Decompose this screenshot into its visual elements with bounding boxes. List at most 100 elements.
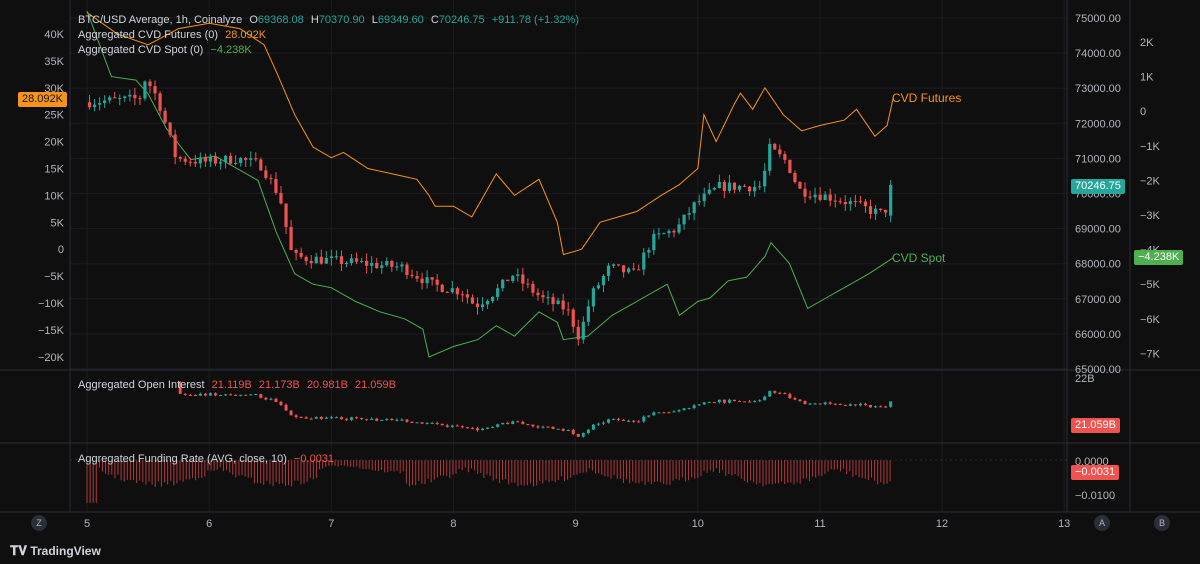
price-candle (884, 209, 888, 213)
low-value: 69349.60 (377, 14, 424, 26)
oi-candle (722, 399, 726, 403)
oi-candle (581, 433, 585, 437)
funding-legend[interactable]: Aggregated Funding Rate (AVG, close, 10)… (78, 453, 338, 465)
price-candle (163, 110, 167, 123)
price-candle (395, 266, 399, 268)
zoom-reset-button[interactable]: Z (31, 515, 47, 531)
price-candle (652, 233, 656, 251)
oi-candle (344, 419, 348, 421)
oi-candle (541, 426, 545, 428)
oi-legend[interactable]: Aggregated Open Interest 21.119B 21.173B… (78, 379, 400, 391)
cvd-futures-axis-tick: −5K (44, 271, 65, 283)
oi-candle (843, 404, 847, 406)
oi-candle (299, 417, 303, 419)
oi-candle (536, 426, 540, 428)
price-candle (284, 203, 288, 227)
oi-candle (521, 421, 525, 424)
price-candle (410, 275, 414, 277)
funding-axis-tick: −0.0100 (1075, 490, 1115, 502)
cvd-futures-axis-tick: 30K (44, 83, 64, 95)
oi-candle (178, 382, 182, 394)
price-candle (193, 161, 197, 164)
tradingview-brand[interactable]: 𝐓𝐕 TradingView (10, 543, 101, 559)
oi-candle (329, 417, 333, 419)
price-candle (813, 194, 817, 198)
oi-candle (612, 418, 616, 420)
price-candle (788, 159, 792, 173)
price-candle (878, 208, 883, 210)
funding-rate-pane (70, 459, 1067, 503)
oi-candle (768, 391, 772, 397)
oi-candle (224, 394, 228, 396)
price-candle (576, 326, 580, 340)
oi-candle (712, 402, 716, 404)
oi-candle (889, 401, 893, 407)
price-axis-tick: 67000.00 (1075, 294, 1121, 306)
oi-candle (355, 417, 359, 419)
price-candle (692, 202, 696, 214)
oi-candle (647, 415, 651, 417)
cvd-futures-axis-tick: 15K (44, 164, 64, 176)
price-candle (571, 309, 575, 327)
price-candle (244, 158, 248, 160)
cvd-spot-axis-tick: −7K (1140, 348, 1161, 360)
oi-candle (697, 404, 701, 406)
cvd-futures-axis-tick: 25K (44, 110, 64, 122)
price-candle (475, 303, 480, 308)
oi-candle (632, 420, 636, 422)
price-candle (737, 185, 742, 190)
cvd-spot-legend-name: Aggregated CVD Spot (0) (78, 44, 204, 56)
oi-candle (879, 406, 883, 408)
cvd-spot-legend[interactable]: Aggregated CVD Spot (0) −4.238K (78, 44, 256, 56)
price-legend[interactable]: BTC/USD Average, 1h, Coinalyze O69368.08… (78, 14, 583, 26)
cvd-futures-line (86, 12, 894, 256)
cvd-spot-axis-tick: 1K (1140, 72, 1154, 84)
price-candle (768, 143, 772, 171)
price-candle (667, 230, 671, 234)
oi-candle (430, 422, 434, 424)
cvd-spot-line (86, 10, 894, 358)
oi-value-2: 21.173B (258, 379, 300, 391)
oi-candle (808, 403, 812, 405)
oi-candle (788, 394, 792, 399)
funding-legend-name: Aggregated Funding Rate (AVG, close, 10) (78, 453, 287, 465)
cvd-futures-axis-tick: 5K (51, 217, 65, 229)
price-candle (521, 274, 525, 284)
oi-candle (481, 428, 485, 431)
price-candle (108, 97, 112, 101)
oi-candle (662, 412, 666, 414)
oi-candle (501, 422, 505, 425)
price-candle (773, 143, 777, 150)
price-candle (753, 186, 757, 192)
oi-candle (717, 399, 721, 403)
price-candle (586, 306, 590, 322)
oi-candle (869, 404, 873, 408)
oi-candle (213, 393, 217, 396)
price-candle (536, 292, 540, 296)
price-candle (889, 184, 893, 216)
close-label: C (430, 14, 439, 26)
price-candle (259, 159, 263, 171)
oi-candle (591, 424, 595, 430)
high-label: H (310, 14, 319, 26)
price-candle (400, 264, 404, 267)
price-candle (526, 283, 530, 285)
tradingview-brand-text: TradingView (30, 544, 101, 558)
auto-scale-button[interactable]: A (1094, 515, 1110, 531)
price-candle (360, 260, 364, 262)
oi-candle (858, 403, 862, 406)
secondary-scale-button[interactable]: B (1154, 515, 1170, 531)
cvd-futures-axis-tick: −15K (38, 325, 65, 337)
cvd-futures-axis-tick: 10K (44, 190, 64, 202)
price-candle (662, 233, 666, 235)
cvd-futures-legend[interactable]: Aggregated CVD Futures (0) 28.092K (78, 29, 270, 41)
oi-candle (763, 396, 767, 401)
price-candle (717, 181, 721, 189)
oi-candle (470, 428, 474, 430)
price-candle (798, 182, 802, 189)
oi-candle (828, 402, 832, 404)
price-candle (601, 275, 606, 286)
grid-lines (70, 0, 1067, 512)
oi-candle (208, 393, 212, 396)
